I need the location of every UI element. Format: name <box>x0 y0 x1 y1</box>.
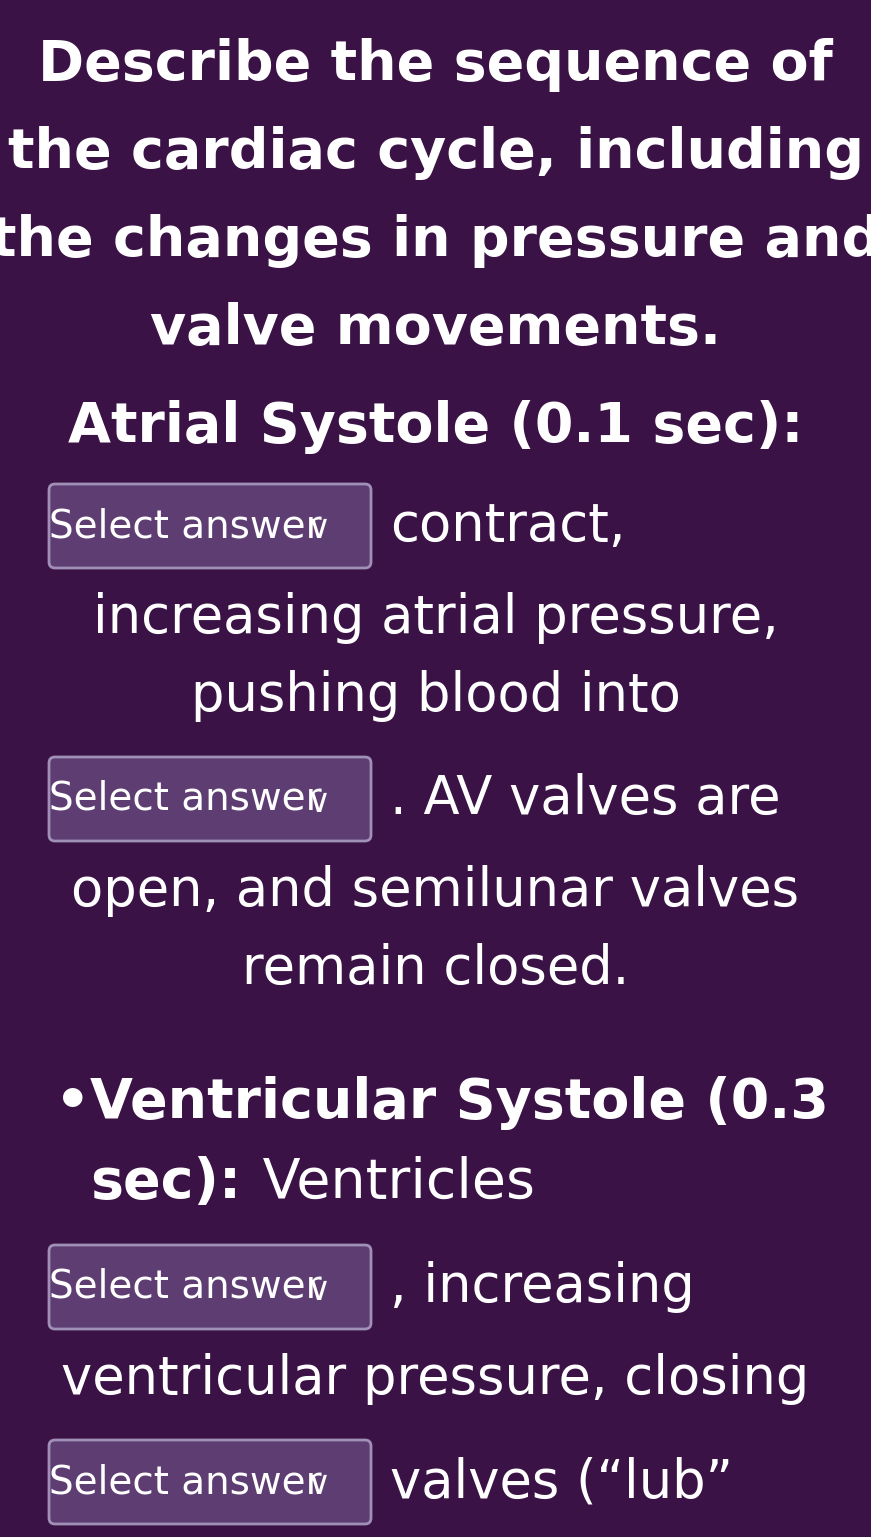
Text: ventricular pressure, closing: ventricular pressure, closing <box>61 1353 810 1405</box>
Text: Select answer: Select answer <box>49 1463 321 1502</box>
Text: contract,: contract, <box>390 500 625 552</box>
Text: ∨: ∨ <box>307 512 331 546</box>
Text: •: • <box>55 1076 91 1130</box>
Text: ∨: ∨ <box>307 785 331 819</box>
Text: the changes in pressure and: the changes in pressure and <box>0 214 871 267</box>
Text: Ventricles: Ventricles <box>245 1156 535 1210</box>
Text: sec):: sec): <box>90 1156 241 1210</box>
Text: , increasing: , increasing <box>390 1260 695 1313</box>
Text: . AV valves are: . AV valves are <box>390 773 780 825</box>
FancyBboxPatch shape <box>49 484 371 569</box>
Text: Atrial Systole (0.1 sec):: Atrial Systole (0.1 sec): <box>68 400 803 453</box>
Text: Ventricular Systole (0.3: Ventricular Systole (0.3 <box>90 1076 829 1130</box>
FancyBboxPatch shape <box>49 1245 371 1330</box>
Text: remain closed.: remain closed. <box>242 944 629 994</box>
Text: Select answer: Select answer <box>49 507 321 546</box>
Text: Select answer: Select answer <box>49 779 321 818</box>
Text: valve movements.: valve movements. <box>150 301 721 357</box>
Text: open, and semilunar valves: open, and semilunar valves <box>71 865 800 918</box>
FancyBboxPatch shape <box>49 1440 371 1525</box>
Text: ∨: ∨ <box>307 1468 331 1502</box>
Text: the cardiac cycle, including: the cardiac cycle, including <box>8 126 863 180</box>
Text: Select answer: Select answer <box>49 1268 321 1306</box>
FancyBboxPatch shape <box>49 758 371 841</box>
Text: ∨: ∨ <box>307 1274 331 1306</box>
Text: pushing blood into: pushing blood into <box>191 670 680 722</box>
Text: valves (“lub”: valves (“lub” <box>390 1456 733 1508</box>
Text: increasing atrial pressure,: increasing atrial pressure, <box>92 592 779 644</box>
Text: Describe the sequence of: Describe the sequence of <box>38 38 833 92</box>
